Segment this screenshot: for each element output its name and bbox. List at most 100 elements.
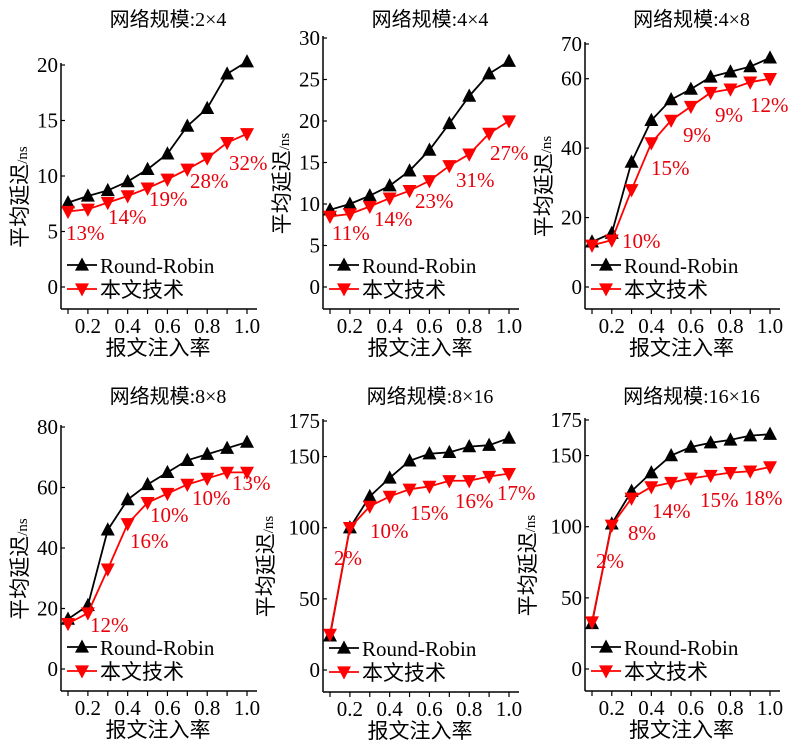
data-point-round-robin: [402, 453, 417, 467]
y-tick-label: 0: [48, 275, 59, 299]
data-point-round-robin: [100, 182, 115, 197]
data-point-ours: [585, 239, 599, 253]
y-axis-label-text: 平均延迟: [270, 150, 294, 234]
chart-title: 网络规模:8×8: [110, 385, 227, 408]
x-tick-label: 0.2: [75, 696, 101, 720]
y-tick-label: 70: [561, 32, 582, 56]
percent-annotation: 13%: [66, 221, 105, 245]
legend-marker: [337, 666, 351, 680]
data-point-round-robin: [240, 434, 254, 448]
percent-annotation: 8%: [628, 521, 656, 545]
data-point-round-robin: [644, 112, 659, 127]
legend-label: 本文技术: [100, 660, 184, 684]
percent-annotation: 28%: [190, 169, 229, 193]
data-point-ours: [240, 128, 254, 142]
x-axis-label: 报文注入率: [368, 336, 473, 360]
percent-annotation: 16%: [455, 489, 494, 513]
y-axis-label: 平均延迟/ns: [254, 516, 278, 618]
x-tick-label: 0.2: [599, 696, 625, 720]
x-tick-label: 0.4: [115, 696, 142, 720]
series-line-round-robin: [591, 433, 771, 624]
percent-annotation: 19%: [149, 187, 188, 211]
percent-annotation: 31%: [456, 168, 495, 192]
percent-annotation: 23%: [415, 189, 454, 213]
y-tick-label: 100: [289, 516, 321, 540]
data-point-round-robin: [763, 426, 777, 440]
data-point-ours: [604, 234, 619, 248]
series-line-ours: [67, 471, 247, 625]
y-axis-unit: /ns: [277, 133, 293, 151]
data-point-round-robin: [502, 430, 516, 444]
percent-annotation: 2%: [334, 546, 362, 570]
y-tick-label: 60: [37, 476, 58, 500]
legend-label: 本文技术: [624, 660, 708, 684]
legend-label: Round-Robin: [624, 254, 739, 278]
data-point-round-robin: [442, 115, 457, 130]
series-line-round-robin: [329, 437, 510, 637]
percent-annotation: 12%: [90, 613, 129, 637]
data-point-ours: [362, 500, 377, 514]
x-tick-label: 0.2: [75, 314, 101, 338]
legend-marker: [599, 639, 613, 653]
series-line-ours: [67, 132, 248, 213]
data-point-ours: [683, 100, 698, 115]
y-tick-label: 0: [572, 275, 583, 299]
data-point-ours: [422, 480, 437, 495]
data-point-round-robin: [200, 100, 215, 114]
x-tick-label: 0.6: [678, 314, 704, 338]
data-point-round-robin: [422, 142, 437, 156]
data-point-ours: [723, 83, 738, 97]
subplot-3: 网络规模:4×8 0 20 40 60 70 0.2 0.4 0.6 0.8 1.0 报文注入率 平均延…: [532, 8, 789, 360]
y-tick-label: 15: [299, 151, 320, 175]
percent-annotation: 16%: [130, 529, 169, 553]
x-tick-label: 1.0: [757, 696, 783, 720]
data-point-ours: [442, 160, 457, 174]
data-point-ours: [140, 182, 155, 196]
chart-title: 网络规模:4×8: [633, 8, 750, 31]
y-axis-label-text: 平均延迟: [532, 153, 556, 237]
data-point-ours: [624, 184, 639, 198]
data-point-ours: [743, 465, 758, 479]
data-point-ours: [180, 163, 195, 177]
percent-annotation: 14%: [652, 499, 691, 523]
data-point-round-robin: [200, 446, 215, 460]
data-point-round-robin: [482, 66, 497, 80]
x-tick-label: 0.2: [599, 314, 625, 338]
data-point-round-robin: [80, 188, 95, 202]
data-point-round-robin: [180, 452, 195, 466]
data-point-ours: [723, 466, 738, 481]
x-tick-label: 0.6: [416, 314, 442, 338]
x-tick-label: 0.8: [194, 314, 220, 338]
legend-label: Round-Robin: [362, 254, 477, 278]
data-point-ours: [703, 86, 718, 101]
x-tick-label: 0.4: [638, 314, 665, 338]
legend-label: Round-Robin: [100, 636, 215, 660]
percent-annotation: 15%: [410, 501, 449, 525]
y-tick-label: 80: [37, 415, 58, 439]
data-point-ours: [140, 496, 155, 511]
data-point-ours: [80, 203, 95, 217]
data-point-round-robin: [140, 161, 155, 176]
y-tick-label: 40: [561, 136, 582, 160]
data-point-ours: [100, 563, 115, 577]
data-point-round-robin: [120, 492, 135, 506]
data-point-ours: [644, 481, 659, 495]
y-axis-label: 平均延迟/ns: [270, 133, 294, 235]
data-point-ours: [624, 492, 639, 506]
x-tick-label: 0.8: [717, 314, 743, 338]
data-point-ours: [323, 628, 337, 642]
legend-label: 本文技术: [362, 661, 446, 685]
x-tick-label: 0.2: [337, 314, 363, 338]
x-tick-label: 0.2: [337, 697, 363, 721]
y-tick-label: 25: [299, 68, 320, 92]
y-tick-label: 20: [561, 206, 582, 230]
x-axis-label: 报文注入率: [106, 336, 211, 360]
x-tick-label: 1.0: [496, 314, 522, 338]
data-point-round-robin: [382, 470, 397, 484]
percent-annotation: 15%: [651, 156, 690, 180]
y-axis-label-text: 平均延迟: [516, 532, 540, 616]
percent-annotation: 10%: [370, 519, 409, 543]
y-tick-label: 0: [310, 658, 321, 682]
y-tick-label: 50: [561, 586, 582, 610]
y-tick-label: 50: [299, 587, 320, 611]
